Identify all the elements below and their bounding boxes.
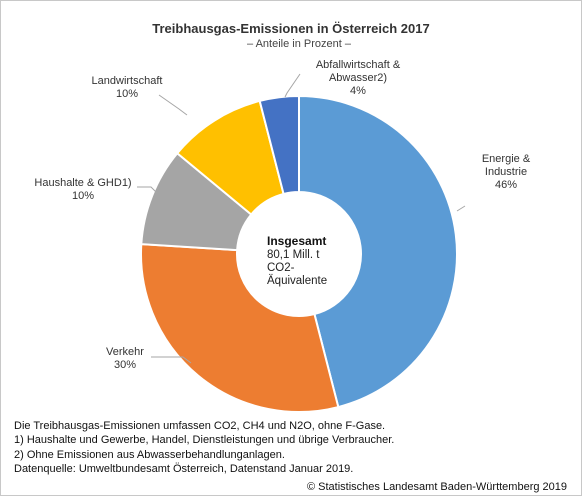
chart-title: Treibhausgas-Emissionen in Österreich 20… [152,21,429,36]
slices-group [140,94,458,413]
footnote-line: Die Treibhausgas-Emissionen umfassen CO2… [14,420,386,432]
slice-4 [258,94,300,196]
slice-name-label: Industrie [485,166,527,178]
slice-label-4: Abfallwirtschaft & Abwasser2) 4% [316,59,401,97]
leader-lines-group [137,73,466,364]
footnote-line: 2) Ohne Emissionen aus Abwasserbehandlun… [14,448,285,461]
slice-name-label: Landwirtschaft [92,75,163,87]
slice-value-label: 46% [495,179,517,191]
slice-value-label: 10% [72,190,94,202]
slice-value-label: 4% [350,85,366,97]
footnotes: Die Treibhausgas-Emissionen umfassen CO2… [14,419,394,477]
center-title: Insgesamt [267,234,326,248]
leader-line-2 [137,186,158,194]
slice-label-2: Haushalte & GHD1) 10% [34,177,131,202]
leader-line-1 [151,356,192,364]
center-line: CO2- [267,262,295,274]
slice-name-label: Abfallwirtschaft & [316,59,401,71]
copyright-text: © Statistisches Landesamt Baden-Württemb… [306,481,567,493]
slice-name-label: Haushalte & GHD1) [34,177,131,189]
leader-line-4 [284,73,301,98]
slice-label-3: Landwirtschaft 10% [92,75,163,100]
center-line: Äquivalente [267,275,327,287]
slice-0 [298,94,458,409]
slice-name-label: Verkehr [106,346,144,358]
slice-value-label: 30% [114,359,136,371]
slice-labels-group: Energie & Industrie 46% Verkehr 30% Haushalte… [34,59,530,371]
slice-name-label: Energie & [482,153,531,165]
slice-label-0: Energie & Industrie 46% [482,153,531,191]
leader-line-3 [158,94,188,116]
center-line: 80,1 Mill. t [267,249,320,261]
footnote-line: 1) Haushalte und Gewerbe, Handel, Dienst… [14,434,395,447]
leader-line-0 [456,205,466,212]
footnote-line: Datenquelle: Umweltbundesamt Österreich,… [14,463,354,476]
slice-1 [140,243,340,413]
slice-name-label: Abwasser2) [329,72,387,84]
donut-chart: Treibhausgas-Emissionen in Österreich 20… [34,21,531,413]
slice-label-1: Verkehr 30% [106,346,144,371]
slice-value-label: 10% [116,88,138,100]
chart-subtitle: – Anteile in Prozent – [247,38,352,50]
